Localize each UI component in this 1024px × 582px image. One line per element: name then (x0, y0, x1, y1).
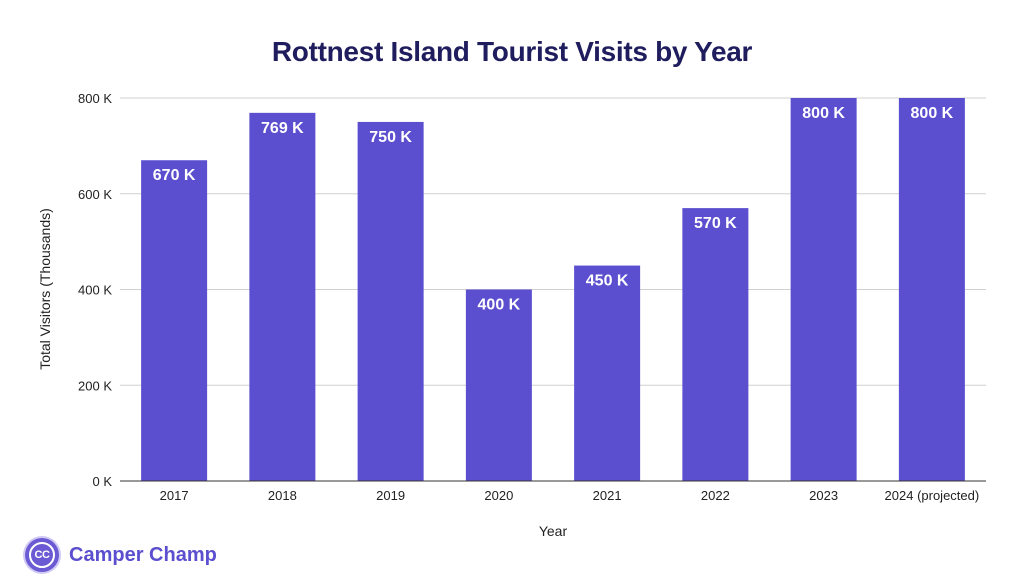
camper-champ-logo-icon: CC (25, 538, 59, 572)
brand-name: Camper Champ (69, 543, 217, 566)
data-label: 400 K (478, 297, 521, 314)
x-tick-label: 2019 (376, 488, 405, 503)
x-axis-title: Year (539, 523, 568, 539)
x-tick-label: 2021 (593, 488, 622, 503)
chart-title: Rottnest Island Tourist Visits by Year (271, 36, 753, 67)
x-tick-label: 2024 (projected) (885, 488, 980, 503)
bars (141, 98, 965, 482)
data-label: 750 K (369, 129, 412, 146)
data-label: 450 K (586, 273, 629, 290)
data-label: 800 K (911, 105, 954, 122)
y-tick-label: 400 K (78, 283, 112, 298)
y-tick-label: 600 K (78, 187, 112, 202)
data-label: 670 K (153, 167, 196, 184)
bar-2020 (465, 289, 532, 481)
bar-2018 (249, 112, 316, 481)
y-axis-ticks: 0 K 200 K 400 K 600 K 800 K (78, 91, 112, 489)
x-tick-label: 2018 (268, 488, 297, 503)
brand-logo-text: CC (29, 542, 55, 568)
data-label: 570 K (694, 215, 737, 232)
bar-2023 (790, 98, 857, 481)
x-tick-label: 2023 (809, 488, 838, 503)
data-label: 769 K (261, 120, 304, 137)
bar-2022 (682, 208, 749, 482)
x-tick-label: 2017 (160, 488, 189, 503)
x-axis-ticks: 2017 2018 2019 2020 2021 2022 2023 2024 (projec… (160, 488, 980, 503)
y-tick-label: 0 K (92, 474, 112, 489)
y-tick-label: 800 K (78, 91, 112, 106)
brand: CC Camper Champ (25, 537, 217, 573)
bar-2021 (574, 265, 641, 481)
y-tick-label: 200 K (78, 378, 112, 393)
bar-2017 (141, 160, 208, 482)
x-tick-label: 2022 (701, 488, 730, 503)
bar-2019 (357, 121, 424, 481)
data-labels: 670 K 769 K 750 K 400 K 450 K 570 K 800 K 800 K (153, 105, 954, 314)
x-tick-label: 2020 (484, 488, 513, 503)
bar-2024 (898, 98, 965, 481)
data-label: 800 K (802, 105, 845, 122)
y-axis-title: Total Visitors (Thousands) (37, 208, 53, 370)
